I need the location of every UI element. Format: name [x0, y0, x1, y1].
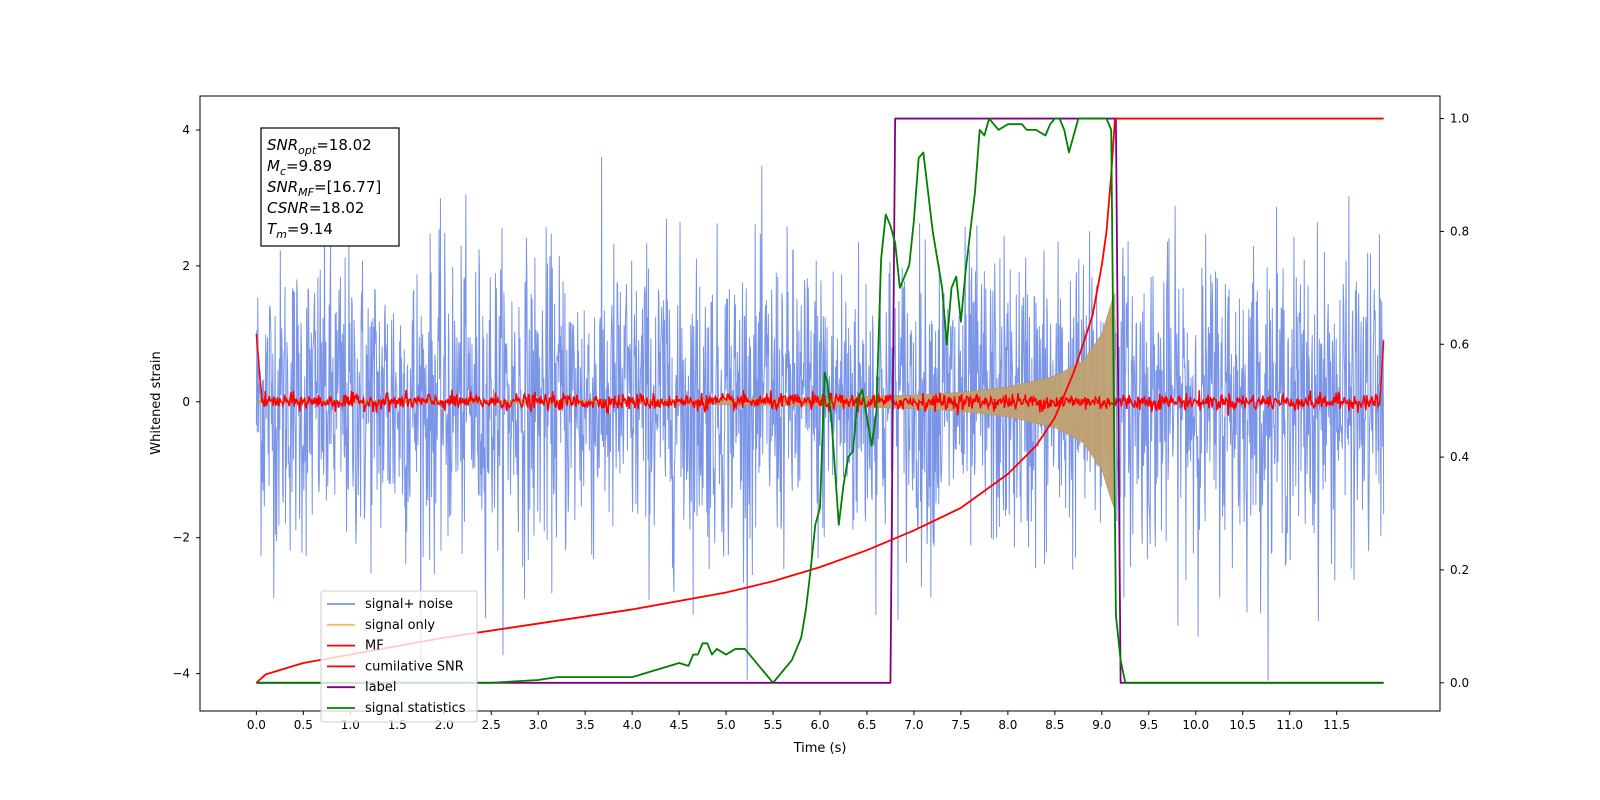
y-right-tick-label: 0.6	[1450, 337, 1469, 351]
series-mf	[255, 333, 1385, 416]
x-tick-label: 8.0	[998, 718, 1017, 732]
x-tick-label: 9.0	[1092, 718, 1111, 732]
x-tick-label: 5.5	[763, 718, 782, 732]
x-tick-label: 11.0	[1276, 718, 1303, 732]
x-tick-label: 10.5	[1229, 718, 1256, 732]
legend: signal+ noise signal only MF cumilative SNR…	[320, 590, 478, 723]
x-tick-label: 9.5	[1139, 718, 1158, 732]
x-tick-label: 6.0	[810, 718, 829, 732]
x-tick-label: 7.5	[951, 718, 970, 732]
annotation-line: CSNR=18.02	[267, 199, 364, 217]
x-tick-label: 0.0	[247, 718, 266, 732]
legend-label: label	[365, 680, 396, 695]
x-tick-label: 3.0	[529, 718, 548, 732]
x-axis-label: Time (s)	[793, 741, 847, 756]
y-left-tick-label: 0	[182, 395, 190, 409]
y-axis-label: Whitened strain	[149, 351, 164, 454]
annotation-frame	[260, 127, 400, 247]
legend-label: signal statistics	[365, 701, 466, 716]
annotation-line: Tm=9.14	[267, 220, 333, 241]
x-tick-label: 3.5	[576, 718, 595, 732]
legend-label: signal+ noise	[365, 597, 453, 612]
x-tick-label: 7.0	[904, 718, 923, 732]
y-left-tick-label: −2	[172, 531, 190, 545]
series-layer	[255, 117, 1385, 684]
x-tick-label: 6.5	[857, 718, 876, 732]
x-tick-label: 10.0	[1182, 718, 1209, 732]
legend-frame	[320, 590, 478, 723]
y-right-tick-label: 0.2	[1450, 563, 1469, 577]
y-left-tick-label: −4	[172, 667, 190, 681]
y-left-tick-label: 4	[182, 123, 190, 137]
annotation-line: SNRopt=18.02	[267, 136, 372, 157]
x-tick-label: 11.5	[1323, 718, 1350, 732]
annotation-line: SNRMF=[16.77]	[267, 178, 381, 199]
x-tick-label: 4.0	[623, 718, 642, 732]
legend-label: signal only	[365, 618, 435, 633]
y-right-tick-label: 0.8	[1450, 224, 1469, 238]
annotation-box: SNRopt=18.02Mc=9.89SNRMF=[16.77]CSNR=18.…	[260, 127, 400, 247]
y-right-tick-label: 0.4	[1450, 450, 1469, 464]
series-signal-statistics	[256, 117, 1384, 684]
x-tick-label: 0.5	[294, 718, 313, 732]
x-tick-label: 4.5	[670, 718, 689, 732]
y-left-tick-label: 2	[182, 259, 190, 273]
y-right-tick-label: 1.0	[1450, 112, 1469, 126]
legend-label: MF	[365, 639, 384, 654]
legend-label: cumilative SNR	[365, 659, 464, 674]
annotation-line: Mc=9.89	[267, 157, 332, 178]
x-tick-label: 8.5	[1045, 718, 1064, 732]
x-tick-label: 5.0	[717, 718, 736, 732]
y-right-tick-label: 0.0	[1450, 676, 1469, 690]
x-tick-label: 2.5	[482, 718, 501, 732]
